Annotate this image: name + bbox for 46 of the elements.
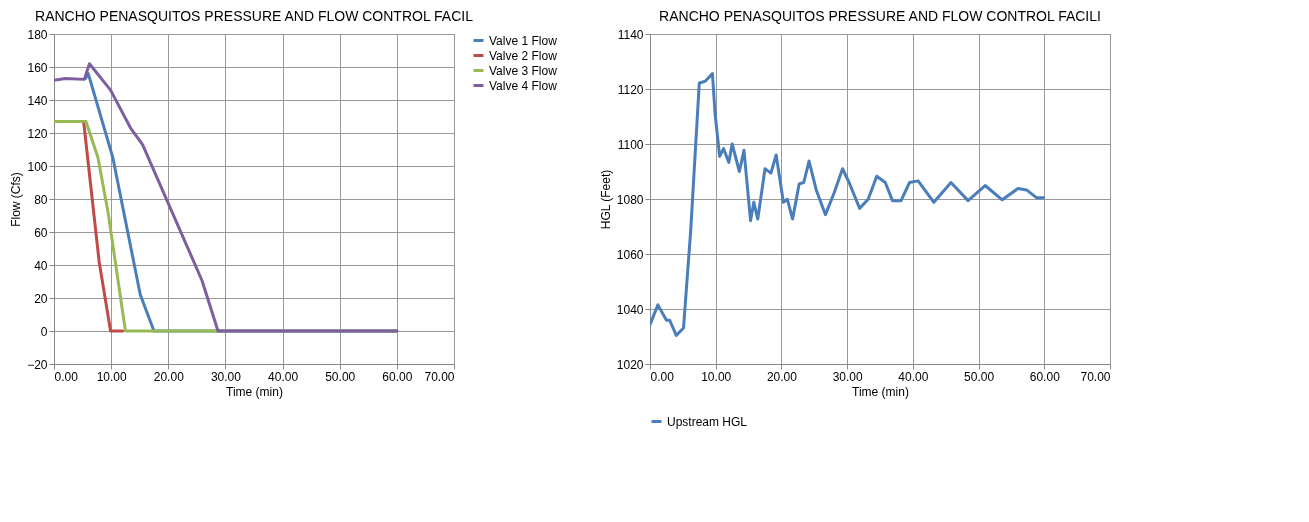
y-tick-label: 20 (34, 291, 48, 306)
y-tick-label: 80 (34, 192, 48, 207)
x-tick-label: 70.00 (424, 369, 455, 384)
legend-label: Valve 3 Flow (489, 63, 558, 78)
y-tick-label: 1020 (616, 357, 644, 372)
x-tick-label: 50.00 (325, 369, 356, 384)
x-axis-title: Time (min) (852, 384, 909, 399)
y-tick-label: 0 (40, 324, 48, 339)
y-axis-title: HGL (Feet) (598, 169, 613, 230)
x-tick-label: 0.00 (54, 369, 79, 384)
x-tick-label: 30.00 (832, 369, 863, 384)
x-tick-label: 20.00 (153, 369, 185, 384)
x-axis-title: Time (min) (226, 384, 283, 399)
y-tick-label: 1080 (616, 192, 644, 207)
x-tick-label: 40.00 (898, 369, 929, 384)
y-tick-label: 40 (34, 258, 48, 273)
x-tick-label: 40.00 (268, 369, 299, 384)
x-tick-label: 0.00 (650, 369, 675, 384)
x-tick-label: 10.00 (701, 369, 732, 384)
y-tick-label: 1140 (617, 27, 644, 42)
line-series (650, 72, 1046, 337)
x-tick-label: 60.00 (1029, 369, 1061, 384)
y-tick-label: 120 (27, 126, 48, 141)
y-tick-label: 60 (34, 225, 48, 240)
y-tick-label: −20 (27, 357, 48, 372)
legend-label: Valve 4 Flow (489, 78, 558, 93)
y-tick-label: 180 (27, 27, 48, 42)
chart-title: RANCHO PENASQUITOS PRESSURE AND FLOW CONTROL FACILI (659, 8, 1101, 24)
legend-label: Valve 2 Flow (489, 48, 558, 63)
y-tick-label: 1060 (616, 247, 644, 262)
x-tick-label: 50.00 (964, 369, 995, 384)
y-tick-label: 100 (27, 159, 48, 174)
y-tick-label: 140 (27, 93, 48, 108)
y-tick-label: 160 (27, 60, 48, 75)
x-tick-label: 20.00 (766, 369, 798, 384)
y-tick-label: 1120 (617, 82, 644, 97)
x-tick-label: 30.00 (210, 369, 242, 384)
y-axis-title: Flow (Cfs) (9, 172, 24, 227)
y-tick-label: 1040 (616, 302, 644, 317)
legend-label: Upstream HGL (667, 414, 748, 429)
y-tick-label: 1100 (617, 137, 644, 152)
x-tick-label: 70.00 (1080, 369, 1111, 384)
x-tick-label: 10.00 (96, 369, 127, 384)
chart-title: RANCHO PENASQUITOS PRESSURE AND FLOW CONTROL FACIL (35, 8, 474, 24)
x-tick-label: 60.00 (382, 369, 413, 384)
legend-label: Valve 1 Flow (489, 33, 558, 48)
